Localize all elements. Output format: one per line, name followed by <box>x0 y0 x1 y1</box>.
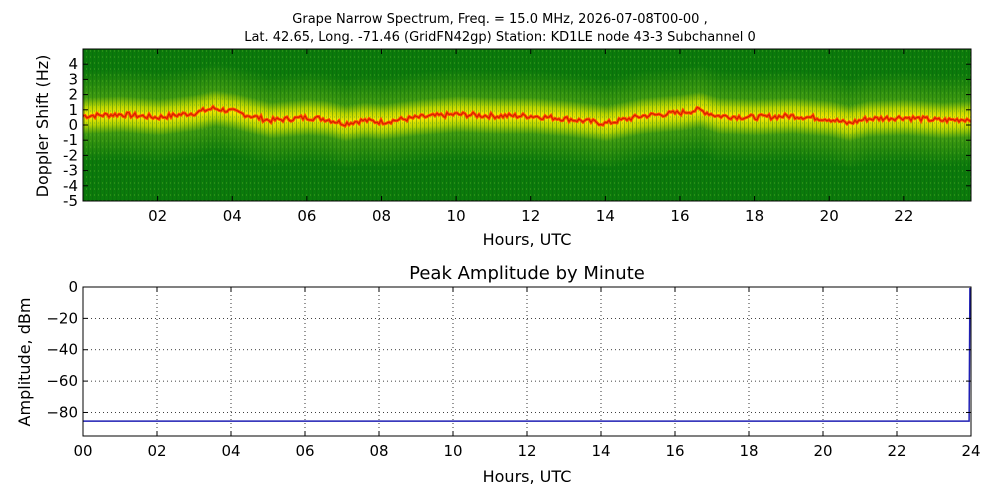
spectrogram-title-line1: Grape Narrow Spectrum, Freq. = 15.0 MHz,… <box>292 12 708 27</box>
spec-y-tick-label: -1 <box>63 131 78 149</box>
spec-x-tick-label: 06 <box>297 207 316 225</box>
spec-y-tick-label: -3 <box>63 162 78 180</box>
spec-x-tick-label: 12 <box>521 207 540 225</box>
amplitude-grid <box>83 287 971 436</box>
amp-x-tick-label: 18 <box>739 442 758 460</box>
amp-x-tick-label: 06 <box>295 442 314 460</box>
amplitude-background <box>83 287 971 436</box>
amp-x-tick-label: 08 <box>369 442 388 460</box>
amplitude-series-line <box>83 287 971 422</box>
spec-y-tick-label: 1 <box>68 101 78 119</box>
spec-y-tick-label: 2 <box>68 86 78 104</box>
amp-x-tick-label: 02 <box>147 442 166 460</box>
peak-doppler-trace-core <box>83 105 971 127</box>
spectrogram-x-label: Hours, UTC <box>483 230 572 249</box>
amp-x-tick-label: 16 <box>665 442 684 460</box>
amplitude-title: Peak Amplitude by Minute <box>409 263 645 284</box>
amp-y-tick-label: −60 <box>46 372 78 390</box>
amp-x-tick-label: 00 <box>73 442 92 460</box>
amplitude-x-label: Hours, UTC <box>483 467 572 486</box>
spec-y-tick-label: -4 <box>63 177 78 195</box>
amplitude-x-ticks: 00 02 04 06 08 10 12 14 16 18 20 22 24 <box>73 287 981 460</box>
spec-x-tick-label: 10 <box>447 207 466 225</box>
spectrogram-y-label: Doppler Shift (Hz) <box>33 55 52 198</box>
amplitude-panel: Peak Amplitude by Minute 00 02 04 06 08 10 12 1… <box>15 263 981 486</box>
spectrogram-x-ticks: 02 04 06 08 10 12 14 16 18 20 22 <box>148 49 913 225</box>
spec-y-tick-label: 0 <box>68 116 78 134</box>
spec-x-tick-label: 16 <box>670 207 689 225</box>
amp-y-tick-label: −80 <box>46 403 78 421</box>
amp-y-tick-label: −40 <box>46 341 78 359</box>
amp-x-tick-label: 04 <box>221 442 240 460</box>
spec-x-tick-label: 04 <box>223 207 242 225</box>
spectrogram-title-line2: Lat. 42.65, Long. -71.46 (GridFN42gp) St… <box>244 30 756 45</box>
spec-y-tick-label: 4 <box>68 55 78 73</box>
amp-x-tick-label: 14 <box>591 442 610 460</box>
spec-x-tick-label: 08 <box>372 207 391 225</box>
spec-x-tick-label: 22 <box>894 207 913 225</box>
amp-x-tick-label: 10 <box>443 442 462 460</box>
spec-x-tick-label: 14 <box>596 207 615 225</box>
spec-y-tick-label: 3 <box>68 70 78 88</box>
amp-x-tick-label: 20 <box>813 442 832 460</box>
spectrogram-noise <box>83 49 971 201</box>
amp-y-tick-label: 0 <box>68 278 78 296</box>
amplitude-y-ticks: 0 −20 −40 −60 −80 <box>46 278 971 421</box>
amp-x-tick-label: 24 <box>961 442 980 460</box>
amp-x-tick-label: 22 <box>887 442 906 460</box>
spec-x-tick-label: 02 <box>148 207 167 225</box>
spec-y-tick-label: -2 <box>63 146 78 164</box>
amp-y-tick-label: −20 <box>46 309 78 327</box>
spec-x-tick-label: 18 <box>745 207 764 225</box>
amp-x-tick-label: 12 <box>517 442 536 460</box>
amplitude-y-label: Amplitude, dBm <box>15 298 34 427</box>
spec-y-tick-label: -5 <box>63 192 78 210</box>
spec-x-tick-label: 20 <box>820 207 839 225</box>
